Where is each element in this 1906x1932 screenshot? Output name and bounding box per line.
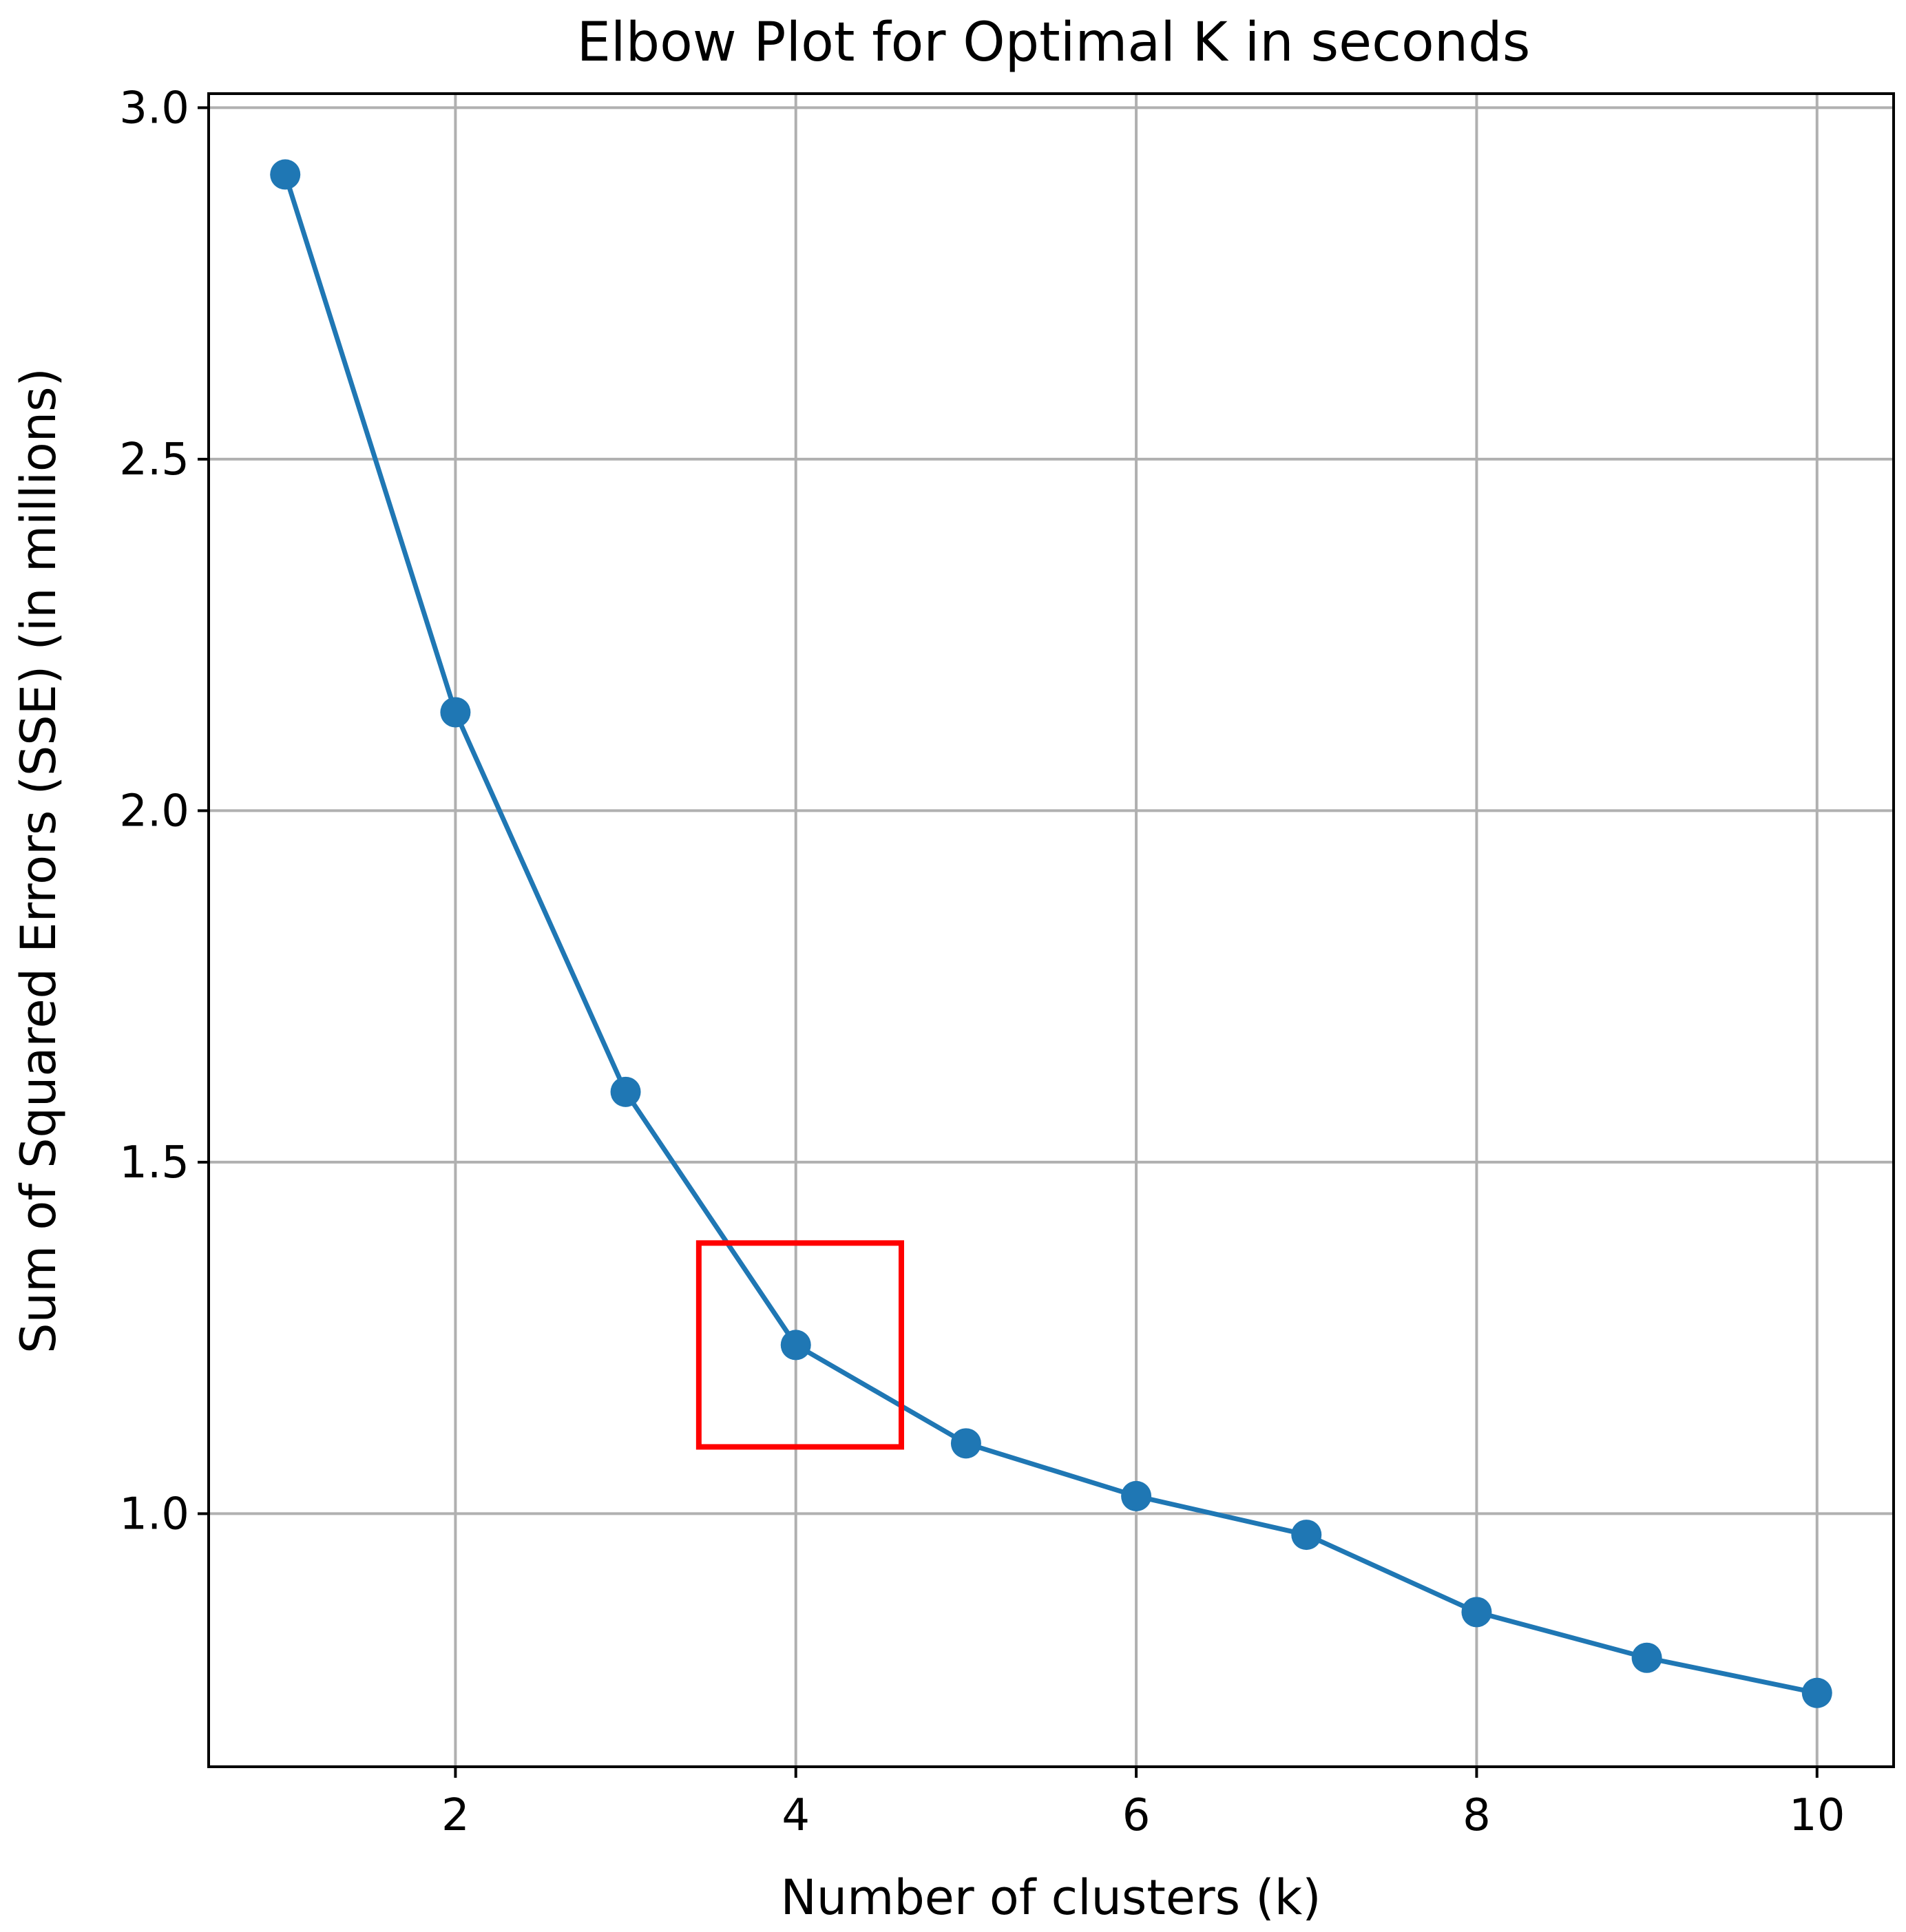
y-tick-label: 2.0 (119, 786, 189, 837)
x-tick-label: 10 (1789, 1790, 1845, 1841)
x-tick-label: 8 (1463, 1790, 1491, 1841)
chart-title: Elbow Plot for Optimal K in seconds (577, 12, 1531, 74)
grid (209, 94, 1894, 1767)
series-line (282, 174, 1818, 1696)
data-point (1121, 1480, 1152, 1511)
data-point (1461, 1597, 1492, 1628)
x-axis-label: Number of clusters (k) (780, 1869, 1321, 1926)
data-point (780, 1330, 811, 1361)
series-line-group (270, 159, 1832, 1708)
data-point (950, 1428, 981, 1459)
elbow-highlight-box (695, 1240, 904, 1450)
annotation-group (695, 1240, 904, 1450)
y-tick-label: 3.0 (119, 83, 189, 134)
x-tick-label: 4 (782, 1790, 810, 1841)
x-tick-label: 6 (1122, 1790, 1151, 1841)
y-tick-label: 2.5 (119, 434, 189, 485)
data-point (610, 1076, 641, 1107)
x-tick-label: 2 (441, 1790, 470, 1841)
data-point (1291, 1520, 1322, 1551)
ticks: 2 4 6 8 10 1.0 1.5 2.0 2.5 3.0 (119, 83, 1845, 1841)
data-point (270, 159, 301, 190)
plot-frame (207, 92, 1895, 1768)
y-tick-label: 1.0 (119, 1489, 189, 1540)
y-tick-label: 1.5 (119, 1137, 189, 1188)
data-point (1631, 1642, 1662, 1673)
data-point (1801, 1677, 1832, 1708)
y-axis-label: Sum of Squared Errors (SSE) (in millions… (10, 368, 67, 1354)
data-point (440, 697, 471, 728)
